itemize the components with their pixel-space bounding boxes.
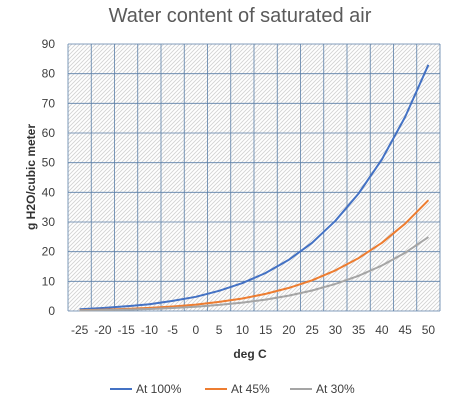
x-tick-label: 15 [259, 323, 273, 337]
legend: At 100% At 45% At 30% [110, 382, 355, 396]
y-axis-title: g H2O/cubic meter [24, 124, 38, 230]
y-tick-label: 80 [42, 67, 56, 81]
x-axis-title: deg C [233, 347, 267, 361]
y-tick-labels: 0 10 20 30 40 50 60 70 80 90 [42, 37, 56, 318]
x-tick-label: -10 [141, 323, 159, 337]
chart-title: Water content of saturated air [109, 5, 372, 27]
y-tick-label: 0 [48, 304, 55, 318]
gridlines [67, 43, 441, 312]
x-tick-label: -25 [71, 323, 89, 337]
series-line [79, 236, 429, 312]
x-tick-label: -15 [117, 323, 135, 337]
series-lines [79, 64, 430, 312]
y-tick-label: 90 [42, 37, 56, 51]
x-tick-label: 40 [375, 323, 389, 337]
x-tick-label: -5 [167, 323, 178, 337]
y-tick-label: 10 [42, 274, 56, 288]
legend-label: At 30% [316, 382, 355, 396]
y-tick-label: 30 [42, 215, 56, 229]
x-tick-label: 35 [352, 323, 366, 337]
x-tick-label: 45 [398, 323, 412, 337]
y-tick-label: 20 [42, 245, 56, 259]
x-tick-label: 5 [216, 323, 223, 337]
y-tick-label: 60 [42, 126, 56, 140]
x-tick-label: -20 [94, 323, 112, 337]
x-tick-label: 30 [329, 323, 343, 337]
legend-label: At 100% [136, 382, 182, 396]
x-tick-labels: -25 -20 -15 -10 -5 0 5 10 15 20 25 30 35 40 45 50 [71, 323, 435, 337]
x-tick-label: 25 [305, 323, 319, 337]
x-tick-label: 10 [236, 323, 250, 337]
y-tick-label: 70 [42, 96, 56, 110]
x-tick-label: 50 [422, 323, 436, 337]
y-tick-label: 40 [42, 185, 56, 199]
x-tick-label: 0 [193, 323, 200, 337]
series-line [79, 64, 430, 311]
y-tick-label: 50 [42, 156, 56, 170]
x-tick-label: 20 [282, 323, 296, 337]
legend-label: At 45% [231, 382, 270, 396]
